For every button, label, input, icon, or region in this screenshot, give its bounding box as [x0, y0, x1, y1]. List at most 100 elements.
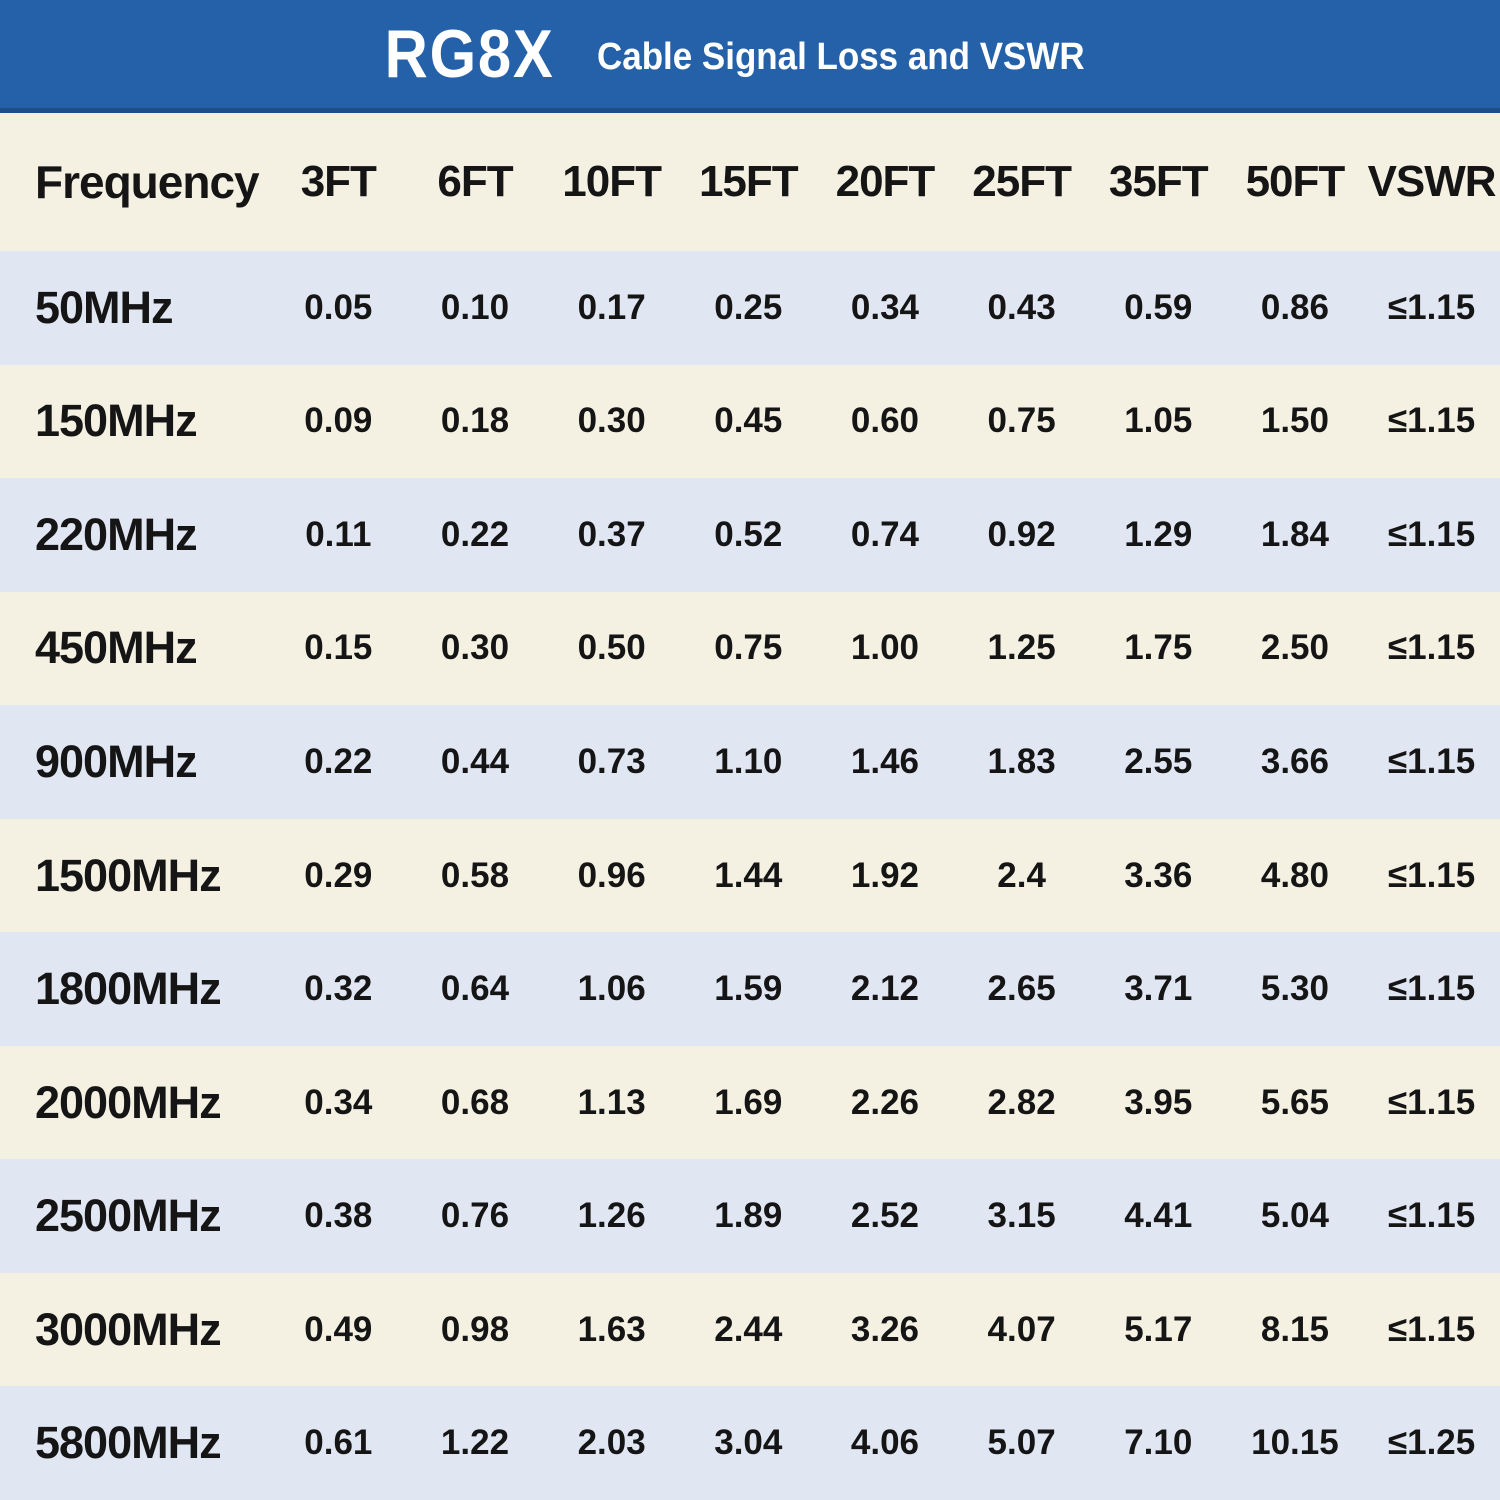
- loss-value: 4.06: [850, 1423, 920, 1463]
- loss-value: 1.06: [577, 969, 646, 1009]
- loss-value: 0.73: [577, 741, 646, 781]
- loss-value: 0.10: [440, 287, 510, 327]
- loss-value: 2.12: [850, 969, 920, 1009]
- loss-value: 0.52: [714, 514, 783, 554]
- loss-value: 2.4: [997, 855, 1046, 895]
- loss-value: 1.89: [714, 1196, 783, 1236]
- frequency-label: 2000MHz: [35, 1076, 222, 1128]
- vswr-value: ≤1.15: [1387, 741, 1476, 781]
- loss-value: 1.00: [850, 628, 920, 668]
- column-header-frequency: Frequency: [35, 156, 260, 208]
- loss-value: 4.41: [1124, 1196, 1193, 1236]
- loss-value: 0.49: [304, 1309, 373, 1349]
- loss-value: 1.46: [850, 741, 920, 781]
- loss-value: 0.75: [714, 628, 783, 668]
- loss-value: 0.59: [1124, 287, 1193, 327]
- loss-value: 0.11: [305, 514, 372, 554]
- loss-value: 0.43: [987, 287, 1056, 327]
- title-banner: RG8X Cable Signal Loss and VSWR: [0, 0, 1500, 113]
- column-header-50ft: 50FT: [1245, 157, 1346, 206]
- loss-value: 0.58: [440, 855, 510, 895]
- table-body: 50MHz 0.05 0.10 0.17 0.25 0.34 0.43 0.59 0.86 ≤1.…: [0, 251, 1500, 1500]
- loss-value: 1.92: [850, 855, 920, 895]
- loss-value: 0.34: [850, 287, 920, 327]
- loss-value: 0.32: [304, 969, 373, 1009]
- page-subtitle: Cable Signal Loss and VSWR: [596, 35, 1085, 78]
- signal-loss-table: Frequency 3FT 6FT 10FT 15FT 20FT 25FT 35…: [0, 113, 1500, 1500]
- loss-value: 1.44: [714, 855, 783, 895]
- loss-value: 0.29: [304, 855, 373, 895]
- column-header-35ft: 35FT: [1108, 157, 1209, 206]
- loss-value: 2.03: [577, 1423, 646, 1463]
- loss-value: 0.09: [304, 401, 373, 441]
- vswr-value: ≤1.15: [1387, 1309, 1476, 1349]
- loss-value: 3.36: [1124, 855, 1193, 895]
- loss-value: 0.17: [577, 287, 646, 327]
- frequency-label: 220MHz: [35, 508, 198, 560]
- table-row: 2000MHz 0.34 0.68 1.13 1.69 2.26 2.82 3.95 5.65 ≤…: [0, 1045, 1500, 1160]
- loss-value: 1.59: [714, 969, 783, 1009]
- loss-value: 4.80: [1260, 855, 1329, 895]
- page-title: RG8X: [384, 16, 556, 92]
- table-row: 50MHz 0.05 0.10 0.17 0.25 0.34 0.43 0.59 0.86 ≤1.…: [0, 251, 1500, 365]
- loss-value: 0.61: [304, 1423, 373, 1463]
- loss-value: 2.82: [987, 1082, 1056, 1122]
- loss-value: 5.07: [987, 1423, 1056, 1463]
- vswr-value: ≤1.15: [1387, 514, 1476, 554]
- loss-value: 1.22: [440, 1423, 510, 1463]
- loss-value: 0.38: [304, 1196, 373, 1236]
- loss-value: 0.05: [304, 287, 373, 327]
- loss-value: 5.17: [1124, 1309, 1193, 1349]
- loss-value: 1.10: [714, 741, 783, 781]
- frequency-label: 450MHz: [35, 622, 198, 674]
- loss-value: 0.98: [440, 1309, 510, 1349]
- loss-value: 0.92: [987, 514, 1056, 554]
- loss-value: 1.69: [714, 1082, 783, 1122]
- loss-value: 0.22: [440, 514, 510, 554]
- frequency-label: 50MHz: [35, 281, 174, 333]
- loss-value: 0.86: [1260, 287, 1329, 327]
- loss-value: 0.15: [304, 628, 373, 668]
- loss-value: 1.50: [1260, 401, 1329, 441]
- vswr-value: ≤1.25: [1387, 1423, 1476, 1463]
- loss-value: 3.66: [1260, 741, 1329, 781]
- loss-value: 7.10: [1124, 1423, 1193, 1463]
- loss-value: 3.95: [1124, 1082, 1193, 1122]
- loss-value: 3.26: [850, 1309, 920, 1349]
- loss-value: 0.37: [577, 514, 646, 554]
- loss-value: 4.07: [987, 1309, 1056, 1349]
- loss-value: 0.22: [304, 741, 373, 781]
- frequency-label: 150MHz: [35, 395, 198, 447]
- table-row: 900MHz 0.22 0.44 0.73 1.10 1.46 1.83 2.55 3.66 ≤1…: [0, 705, 1500, 819]
- loss-value: 1.75: [1124, 628, 1193, 668]
- loss-value: 0.64: [440, 969, 510, 1009]
- loss-value: 10.15: [1251, 1423, 1339, 1463]
- frequency-label: 5800MHz: [35, 1417, 222, 1469]
- loss-value: 0.75: [987, 401, 1056, 441]
- vswr-value: ≤1.15: [1387, 628, 1476, 668]
- loss-value: 0.25: [714, 287, 783, 327]
- table-row: 450MHz 0.15 0.30 0.50 0.75 1.00 1.25 1.75 2.50 ≤1…: [0, 591, 1500, 706]
- frequency-label: 1800MHz: [35, 963, 222, 1015]
- loss-value: 1.83: [987, 741, 1056, 781]
- loss-value: 1.63: [577, 1309, 646, 1349]
- loss-value: 1.26: [577, 1196, 646, 1236]
- table-row: 150MHz 0.09 0.18 0.30 0.45 0.60 0.75 1.05 1.50 ≤1…: [0, 364, 1500, 479]
- loss-value: 2.44: [714, 1309, 783, 1349]
- loss-value: 0.76: [440, 1196, 510, 1236]
- loss-value: 3.15: [987, 1196, 1056, 1236]
- loss-value: 2.65: [987, 969, 1056, 1009]
- loss-value: 2.50: [1260, 628, 1329, 668]
- loss-value: 8.15: [1260, 1309, 1329, 1349]
- loss-value: 2.52: [850, 1196, 920, 1236]
- loss-value: 3.04: [714, 1423, 783, 1463]
- loss-value: 2.55: [1124, 741, 1193, 781]
- vswr-value: ≤1.15: [1387, 401, 1476, 441]
- frequency-label: 900MHz: [35, 735, 198, 787]
- loss-value: 1.13: [577, 1082, 646, 1122]
- loss-value: 0.34: [304, 1082, 373, 1122]
- loss-value: 0.18: [440, 401, 510, 441]
- vswr-value: ≤1.15: [1387, 1196, 1476, 1236]
- loss-value: 0.96: [577, 855, 646, 895]
